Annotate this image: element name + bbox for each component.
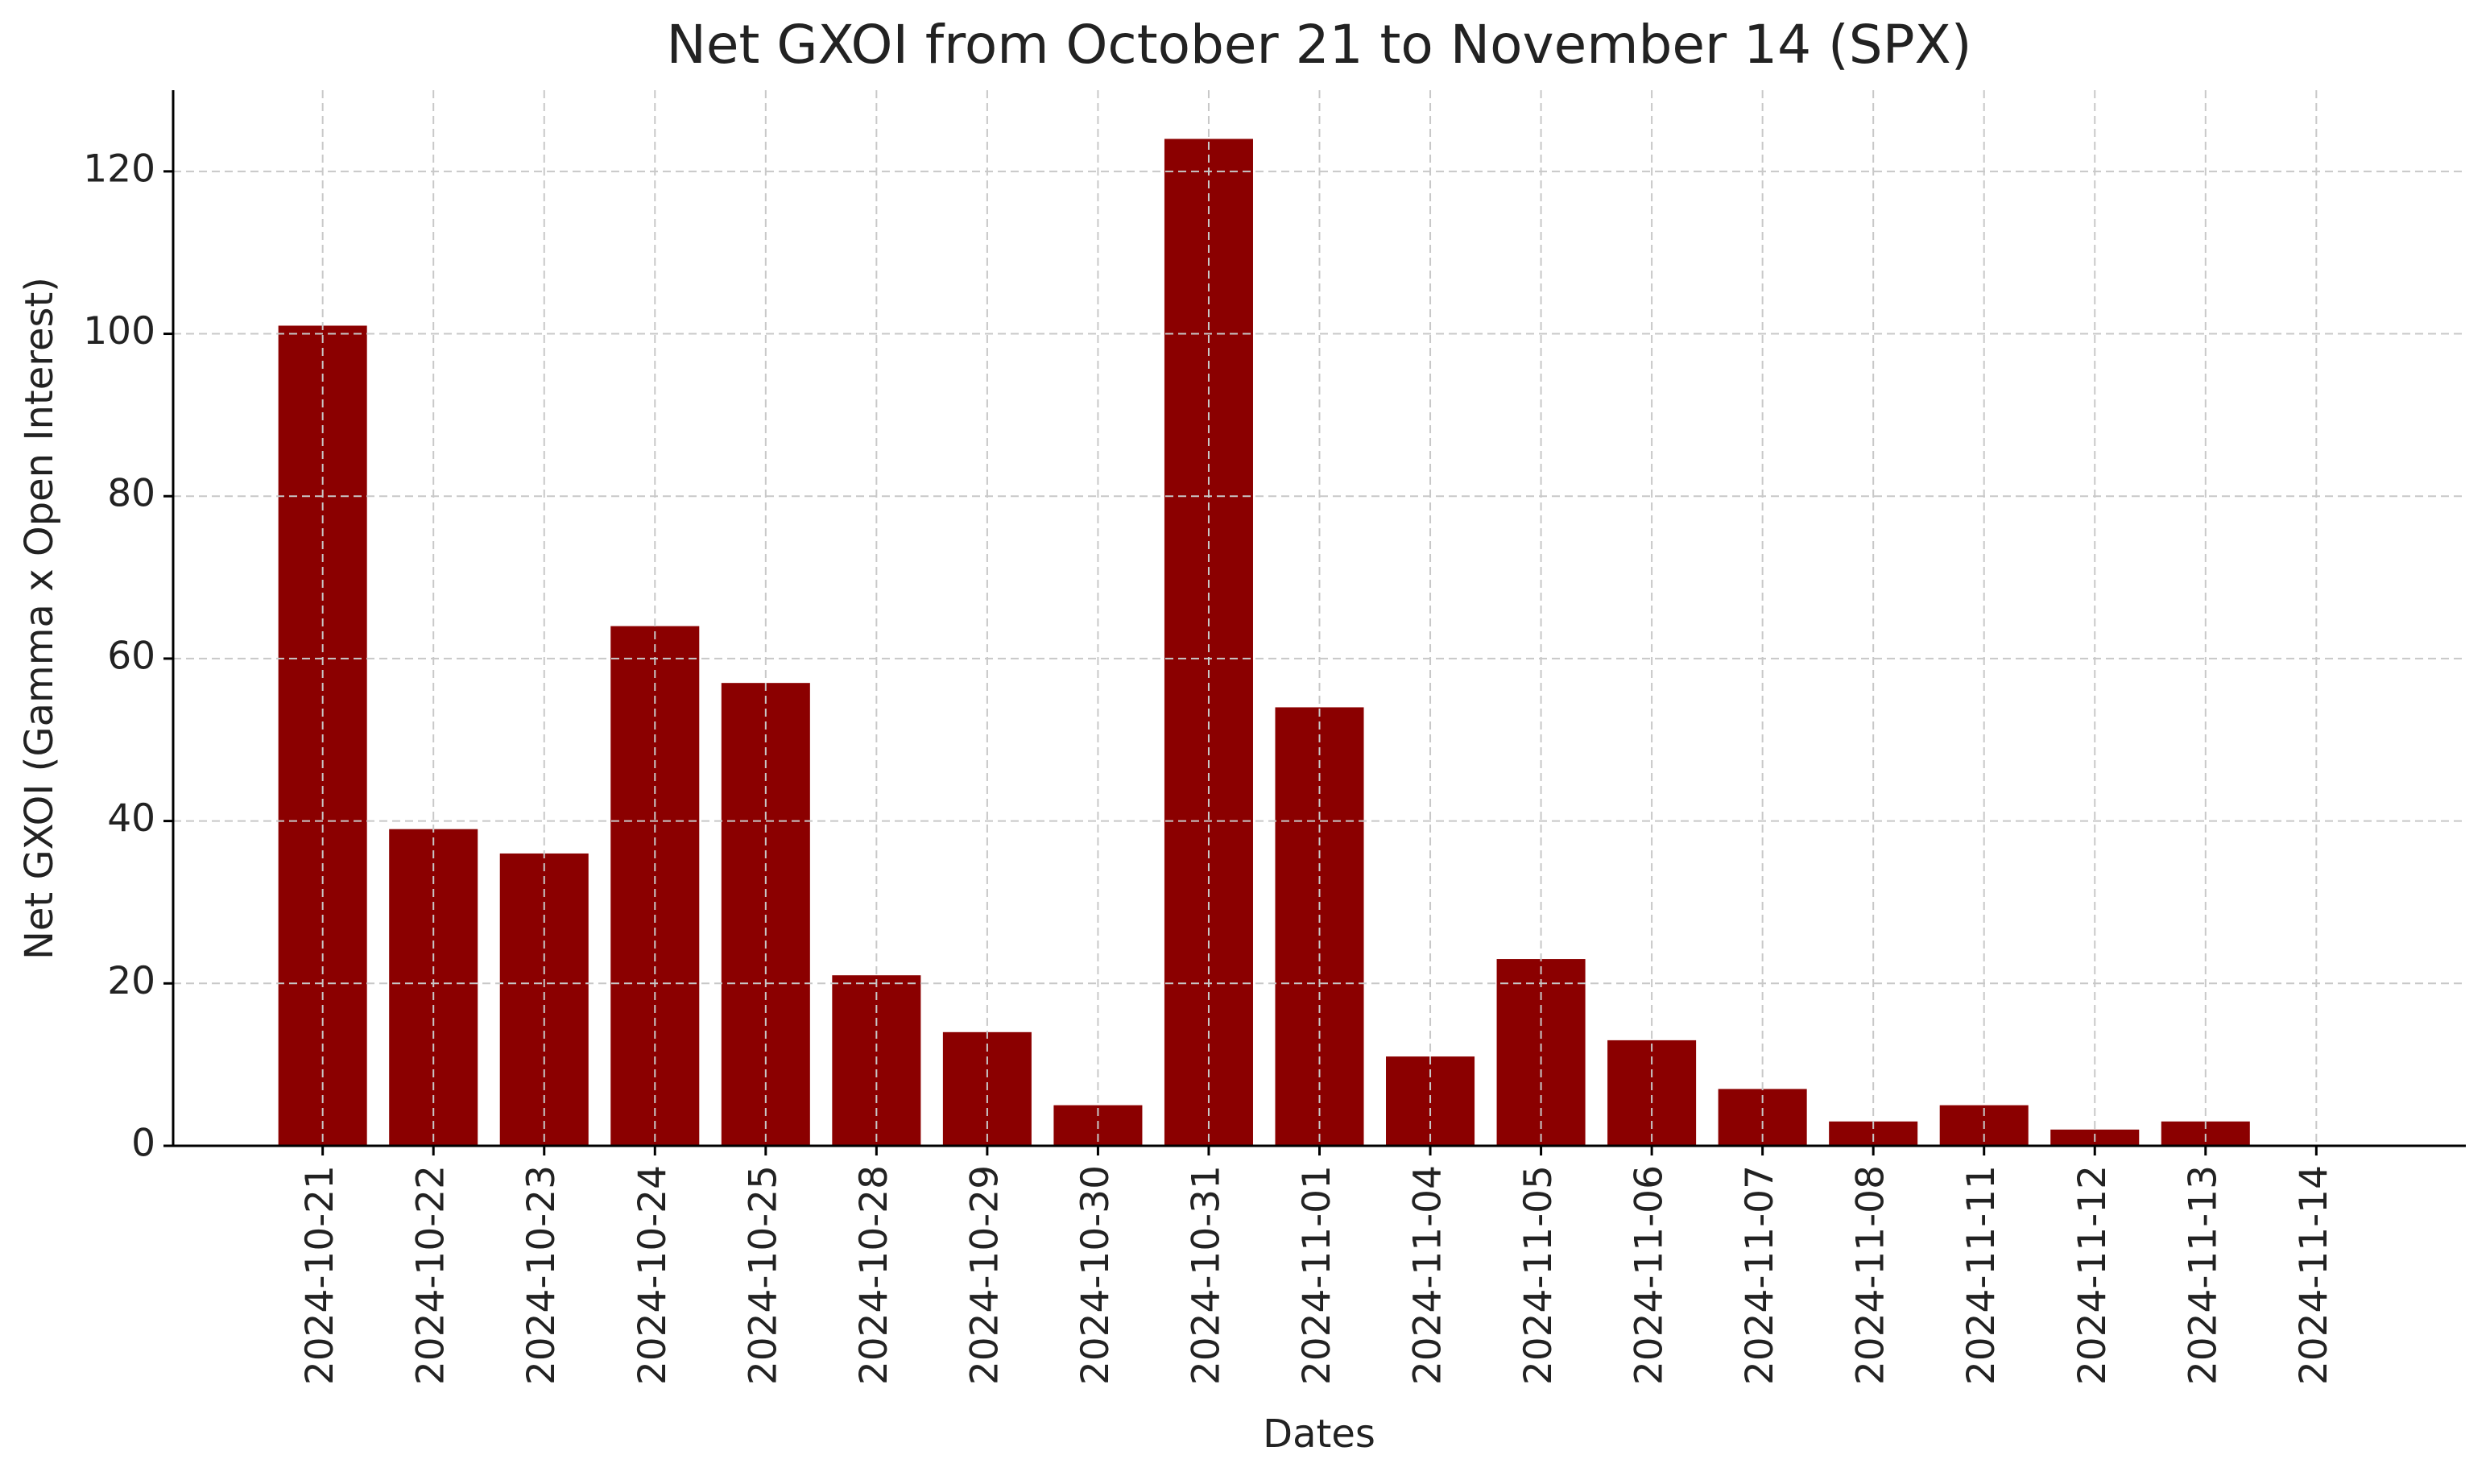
x-tick-label: 2024-10-22 — [409, 1165, 453, 1385]
bars — [278, 138, 2250, 1146]
x-tick-label: 2024-11-05 — [1516, 1165, 1561, 1385]
labels: 0 20 40 60 80 100 120 2024-10-21 2024-10-22 2024-… — [83, 147, 2336, 1385]
x-tick-label: 2024-10-29 — [962, 1165, 1007, 1385]
x-tick-label: 2024-11-12 — [2070, 1165, 2115, 1385]
x-tick-label: 2024-11-01 — [1295, 1165, 1339, 1385]
x-tick-label: 2024-11-08 — [1849, 1165, 1893, 1385]
x-tick-label: 2024-11-04 — [1406, 1165, 1450, 1385]
x-tick-label: 2024-10-21 — [298, 1165, 342, 1385]
y-tick-label: 20 — [107, 959, 155, 1003]
x-tick-label: 2024-10-25 — [741, 1165, 785, 1385]
y-tick-label: 120 — [83, 147, 155, 191]
bar — [1607, 1040, 1697, 1146]
y-tick-label: 0 — [131, 1122, 155, 1166]
x-tick-label: 2024-11-07 — [1738, 1165, 1782, 1385]
y-tick-label: 100 — [83, 309, 155, 353]
x-tick-label: 2024-11-06 — [1628, 1165, 1672, 1385]
x-tick-label: 2024-10-31 — [1184, 1165, 1228, 1385]
x-tick-label: 2024-11-13 — [2181, 1165, 2225, 1385]
x-tick-label: 2024-10-24 — [631, 1165, 675, 1385]
bar — [1164, 138, 1253, 1146]
x-tick-label: 2024-11-11 — [1959, 1165, 2004, 1385]
bar — [610, 626, 700, 1146]
x-tick-label: 2024-10-23 — [519, 1165, 564, 1385]
y-tick-label: 80 — [107, 472, 155, 516]
chart-title: Net GXOI from October 21 to November 14 … — [667, 14, 1972, 76]
y-tick-label: 40 — [107, 796, 155, 841]
x-tick-label: 2024-11-14 — [2292, 1165, 2336, 1385]
x-axis-label: Dates — [1263, 1412, 1375, 1457]
y-tick-label: 60 — [107, 634, 155, 678]
bar — [721, 683, 810, 1146]
x-tick-label: 2024-10-28 — [852, 1165, 896, 1385]
x-tick-label: 2024-10-30 — [1073, 1165, 1118, 1385]
y-axis-label: Net GXOI (Gamma x Open Interest) — [17, 277, 62, 960]
